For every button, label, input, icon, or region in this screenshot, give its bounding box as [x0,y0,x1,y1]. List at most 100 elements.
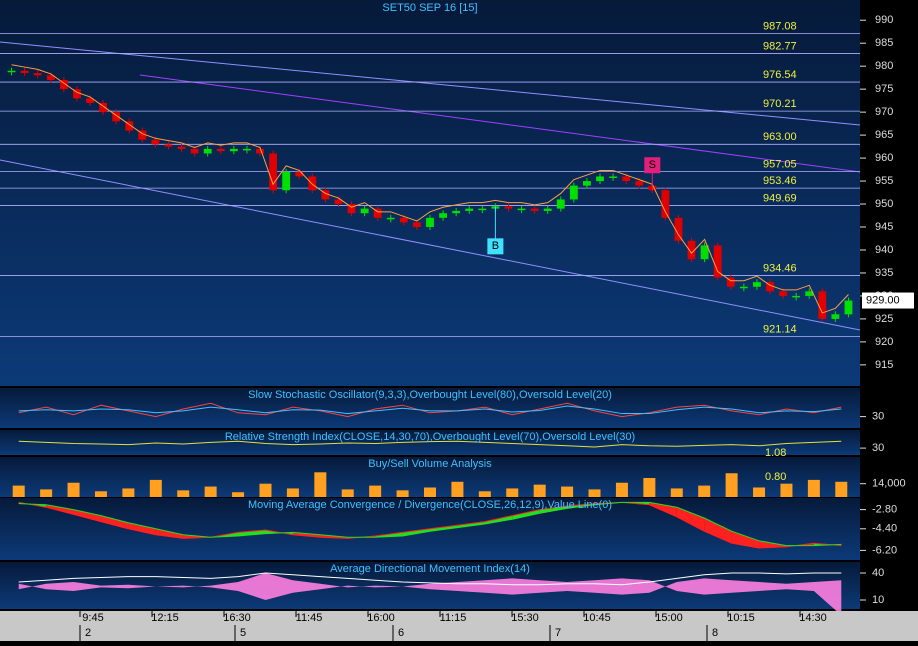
candle [399,217,408,223]
candle [373,208,382,218]
signal-box [644,157,661,174]
candle [478,208,487,211]
candle [33,73,42,76]
time-label: 15:00 [655,612,683,624]
annotation: 1.08 [765,447,786,459]
candle [635,181,644,186]
level-label: 949.69 [763,192,797,204]
candle [452,210,461,214]
volume-bar [369,485,382,497]
candle [674,217,683,241]
candle [818,291,827,319]
candle [609,176,617,178]
candle [216,148,225,152]
y-tick-label: 975 [875,83,893,95]
macd-fill [238,530,266,536]
candle [622,176,631,182]
signal-label: B [492,240,499,252]
candle [556,199,565,209]
volume-bar [478,491,491,497]
candle [360,208,369,214]
candle [596,176,604,182]
level-label: 957.05 [763,159,797,171]
macd-fill [402,528,430,536]
candle [779,291,787,296]
candle [73,89,81,99]
close-line [11,64,849,314]
indicator-panel [0,430,860,455]
macd-fill [759,540,787,548]
candle [243,148,251,151]
time-label: 10:15 [727,612,755,624]
candle [256,148,264,154]
y-tick-label: 920 [875,336,893,348]
candle [766,282,774,292]
signal-label: S [649,159,656,171]
time-label: 9:45 [82,612,103,624]
volume-bar [341,489,354,497]
indicator-line [18,440,842,448]
candle [321,190,330,200]
time-label: 12:15 [151,612,179,624]
volume-bar [506,488,519,497]
volume-bar [533,484,546,497]
macd-fill [46,504,74,515]
candle [831,314,840,319]
indicator-title: Slow Stochastic Oscillator(9,3,3),Overbo… [248,389,612,401]
level-label: 982.77 [763,40,797,52]
candle [7,70,16,73]
macd-fill [649,502,677,517]
y-tick-label: 965 [875,129,893,141]
volume-bar [835,481,848,497]
time-label: 14:30 [799,612,827,624]
indicator-title: Moving Average Convergence / Divergence(… [248,499,612,511]
day-label: 6 [398,627,404,639]
level-label: 987.08 [763,21,797,33]
candle [282,171,291,191]
macd-fill [430,525,458,532]
volume-bar [780,483,793,497]
y-tick-label: 985 [875,37,893,49]
y-tick-label: 990 [875,14,893,26]
indicator-line [18,405,842,415]
y-tick-label: -6.20 [872,544,897,556]
volume-bar [67,482,80,497]
y-tick-label: 30 [872,411,884,423]
macd-fill [676,507,705,532]
indicator-title: Relative Strength Index(CLOSE,14,30,70),… [225,431,635,443]
volume-bar [232,492,245,497]
candle [190,148,199,154]
y-tick-label: 955 [875,175,893,187]
macd-fill [128,522,156,535]
macd-fill [786,543,814,547]
volume-bar [12,485,25,497]
indicator-title: Average Directional Movement Index(14) [330,563,530,575]
level-label: 976.54 [763,69,797,81]
y-tick-label: 40 [872,567,884,579]
macd-fill [73,509,101,522]
candle [726,277,735,287]
candle [295,171,304,177]
volume-bar [725,473,738,497]
macd-fill [155,528,184,539]
day-label: 2 [85,627,91,639]
day-label: 8 [712,627,718,639]
candle [86,98,94,103]
volume-bar [807,479,820,497]
y-tick-label: -2.80 [872,504,897,516]
candle [413,222,421,228]
level-label: 921.14 [763,324,797,336]
y-tick-label: 915 [875,359,893,371]
candle [125,121,134,131]
y-tick-label: 925 [875,313,893,325]
macd-fill [539,506,568,514]
candle [347,204,356,214]
macd-fill [484,515,513,524]
candle [792,295,801,298]
level-label: 953.46 [763,175,797,187]
level-label: 970.21 [763,98,797,110]
time-label: 15:30 [511,612,539,624]
time-label: 16:00 [367,612,395,624]
y-tick-label: 970 [875,106,893,118]
volume-bar [424,487,436,497]
